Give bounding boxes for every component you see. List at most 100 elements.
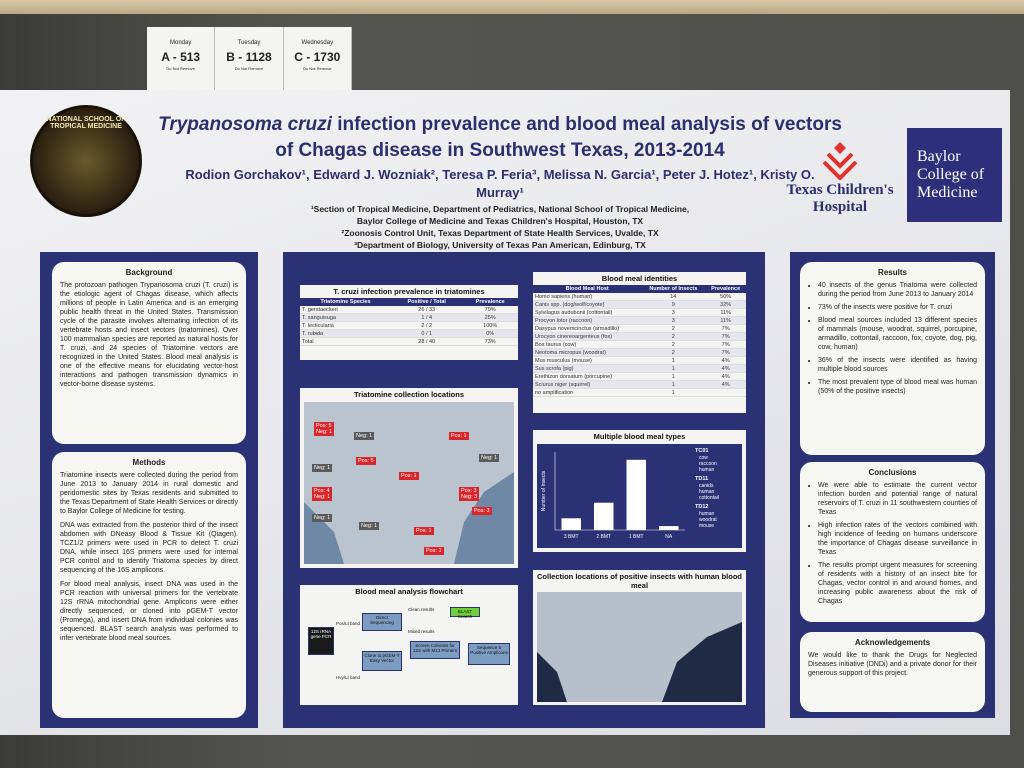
legend-item: raccoon: [699, 461, 717, 467]
hospital-icon: [822, 142, 858, 180]
flow-node: BLAST Search: [450, 607, 480, 619]
heading: Conclusions: [868, 468, 917, 477]
cell: 4%: [705, 364, 746, 373]
affiliation: Baylor College of Medicine and Texas Chi…: [356, 216, 644, 226]
column-header: Positive / Total: [391, 298, 463, 306]
flow-node: Direct Sequencing: [362, 613, 402, 631]
table: Triatomine Species Positive / Total Preval…: [300, 298, 518, 346]
cell: Urocyon cinereoargenteus (fox): [533, 332, 642, 341]
bullet: 73% of the insects were positive for T. …: [818, 303, 977, 312]
tag-code: B - 1128: [226, 50, 272, 64]
flowchart-card: Blood meal analysis flowchart 12S rRNA g…: [300, 585, 518, 705]
row: Homo sapiens (human) 14 50%: [533, 293, 746, 301]
cell: 3: [641, 308, 706, 317]
x-tick-label: NA: [665, 534, 673, 540]
heading: Acknowledgements: [854, 638, 931, 647]
flow-node: Screen Colonies for 12S with M13 Primers: [410, 641, 460, 659]
map-marker: Pos: 5 Neg: 1: [314, 422, 335, 436]
paragraph: DNA was extracted from the posterior thi…: [60, 522, 238, 574]
header-row: Blood Meal Host Number of Insects Prevalen…: [533, 285, 746, 293]
cell: 1: [641, 356, 706, 365]
cell: Procyon lotor (raccoon): [533, 316, 642, 325]
row: Neotoma micropus (woodrat) 2 7%: [533, 348, 746, 357]
tag-code: C - 1730: [294, 50, 341, 64]
x-tick-label: 3 BMT: [564, 534, 579, 540]
cell: 2: [641, 348, 706, 357]
tag-note: Do Not Remove: [234, 66, 264, 71]
card-title: Collection locations of positive insects…: [536, 572, 743, 590]
column-header: Triatomine Species: [300, 298, 392, 306]
cell: 25%: [462, 313, 518, 322]
flow-node: 12S rRNA gene PCR: [308, 627, 334, 655]
paragraph: Triatomine insects were collected during…: [60, 472, 238, 515]
legend-item: cottontail: [699, 495, 719, 501]
tag-note: Do Not Remove: [166, 66, 195, 71]
tag-note: Do Not Remove: [303, 66, 332, 71]
cell: Sciurus niger (squirrel): [533, 380, 642, 389]
bullet-list: 40 insects of the genus Triatoma were co…: [808, 281, 977, 396]
heading: Results: [878, 268, 907, 277]
bar: [659, 526, 679, 530]
flow-node: Sequence 5 Positive Amplicons: [468, 643, 510, 665]
tag-code: A - 513: [161, 50, 201, 64]
card-title: Blood meal analysis flowchart: [355, 587, 463, 596]
map-marker: Pos: 4 Neg: 1: [312, 487, 333, 501]
cell: Bos taurus (cow): [533, 340, 642, 349]
cell: 79%: [462, 306, 518, 314]
bullet: 40 insects of the genus Triatoma were co…: [818, 281, 977, 299]
cell: no amplification: [533, 388, 642, 397]
tag-column: Tuesday B - 1128 Do Not Remove: [215, 27, 284, 90]
row: Sus scrofa (pig) 1 4%: [533, 364, 746, 373]
cell: T. lecticularia: [300, 321, 392, 330]
flow-label: Mixed results: [408, 629, 435, 634]
legend-item: woodrat: [699, 517, 717, 523]
row: T. lecticularia 2 / 2 100%: [300, 321, 518, 330]
cell: 4%: [705, 380, 746, 389]
flow-label: Hvy/Lt band: [336, 675, 361, 680]
map-marker: Pos: 1: [424, 547, 444, 555]
cell: 11%: [705, 316, 746, 325]
heading: Background: [125, 268, 173, 277]
collection-map-card: Triatomine collection locations Pos: 5 N…: [300, 388, 518, 568]
cell: Mus musculus (mouse): [533, 356, 642, 365]
legend-item: human: [699, 489, 715, 495]
bar: [626, 459, 646, 530]
row: Sylvilagus audubonii (cottontail) 3 11%: [533, 308, 746, 317]
affiliation: ²Zoonosis Control Unit, Texas Department…: [341, 228, 659, 238]
bullet: The results prompt urgent measures for s…: [818, 561, 977, 606]
results-box: Results 40 insects of the genus Triatoma…: [800, 262, 985, 455]
paragraph: We would like to thank the Drugs for Neg…: [808, 652, 977, 677]
table: Blood Meal Host Number of Insects Prevalen…: [533, 285, 746, 397]
card-title: Blood meal identities: [601, 274, 678, 283]
school-logo: NATIONAL SCHOOL OF TROPICAL MEDICINE: [30, 105, 142, 217]
cell: Homo sapiens (human): [533, 293, 642, 301]
cell: 2: [641, 324, 706, 333]
map-marker: Pos: 3 Neg: 3: [459, 487, 480, 501]
tag-day: Tuesday: [237, 40, 261, 46]
row: Procyon lotor (raccoon) 3 11%: [533, 316, 746, 325]
row: Sciurus niger (squirrel) 1 4%: [533, 380, 746, 389]
cell: 1 / 4: [391, 313, 463, 322]
map-marker: Neg: 1: [359, 522, 380, 530]
row: no amplification 1: [533, 388, 746, 397]
column-header: Blood Meal Host: [533, 285, 642, 293]
cell: 26 / 33: [391, 306, 463, 314]
cell: 28 / 40: [391, 337, 463, 346]
cell: Neotoma micropus (woodrat): [533, 348, 642, 357]
row: T. gerstaeckeri 26 / 33 79%: [300, 306, 518, 314]
cell: 0%: [462, 329, 518, 338]
legend-item: human: [699, 511, 715, 517]
bullet: We were able to estimate the current vec…: [818, 481, 977, 517]
map-marker: Neg: 1: [312, 464, 333, 472]
legend-item: human: [699, 467, 715, 473]
map-marker: Pos: 5: [356, 457, 376, 465]
map-marker: Pos: 1: [399, 472, 419, 480]
affiliations: ¹Section of Tropical Medicine, Departmen…: [170, 203, 830, 251]
cell: 73%: [462, 337, 518, 346]
cell: 1: [641, 364, 706, 373]
legend-name: TD12: [695, 504, 708, 510]
map-marker: Pos: 1: [449, 432, 469, 440]
cell: Sylvilagus audubonii (cottontail): [533, 308, 642, 317]
